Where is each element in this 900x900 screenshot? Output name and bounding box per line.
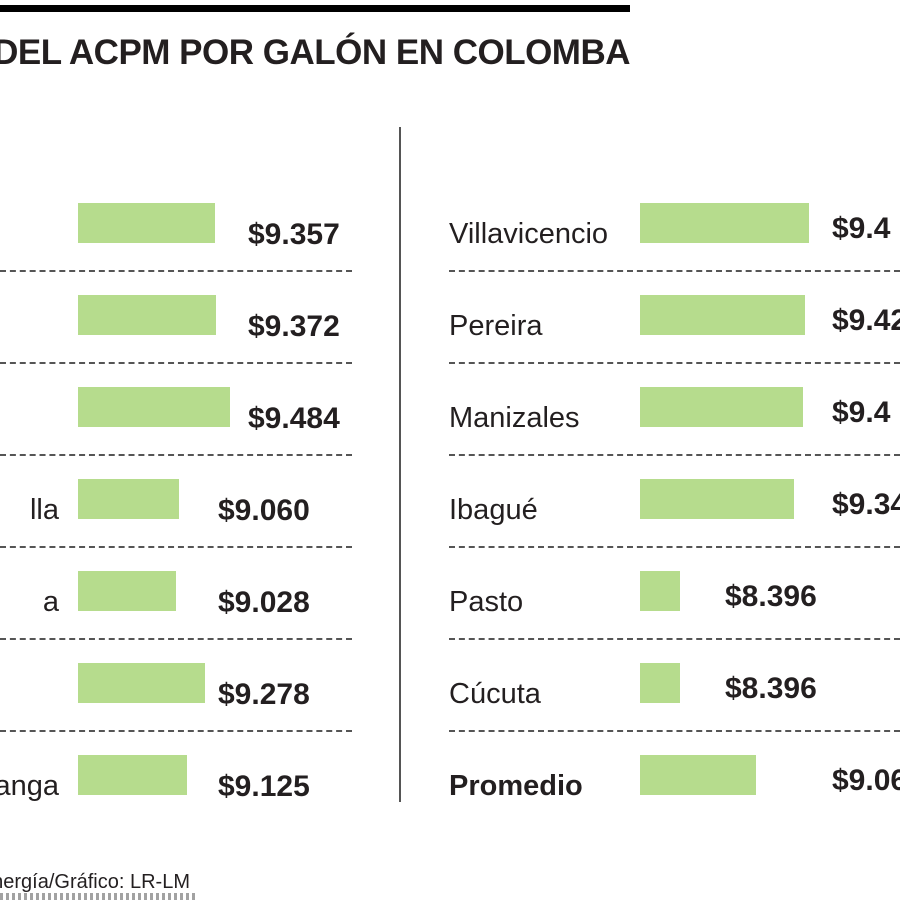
top-rule <box>0 5 630 12</box>
category-label: Villavicencio <box>449 218 609 250</box>
value-label: $9.028 <box>218 586 310 619</box>
bar-right-2 <box>640 387 803 427</box>
value-label: $9.278 <box>218 678 310 711</box>
bar-left-0 <box>78 203 215 243</box>
category-label: a <box>42 586 59 618</box>
category-label: lla <box>29 494 59 526</box>
value-label: $9.125 <box>218 770 310 803</box>
value-label: $9.42 <box>832 304 900 337</box>
value-label: $9.484 <box>248 402 340 435</box>
chart-title: PRECIOS DEL ACPM POR GALÓN EN COLOMBA <box>0 33 630 72</box>
bar-left-4 <box>78 571 176 611</box>
row-separator <box>0 270 352 272</box>
source-note: Fuente: Ministerio de Minas y Energía/Gr… <box>0 871 190 893</box>
category-label: Ibagué <box>449 494 538 526</box>
bar-left-6 <box>78 755 187 795</box>
row-separator <box>449 546 900 548</box>
row-separator <box>0 454 352 456</box>
bar-right-3 <box>640 479 794 519</box>
bar-right-5 <box>640 663 680 703</box>
category-label: anga <box>0 770 59 802</box>
value-label: $9.4 <box>832 396 891 429</box>
row-separator <box>449 362 900 364</box>
source-note-overflow <box>0 893 195 900</box>
value-label: $8.396 <box>725 580 817 613</box>
row-separator <box>0 546 352 548</box>
bar-right-0 <box>640 203 809 243</box>
row-separator <box>449 638 900 640</box>
value-label: $9.060 <box>218 494 310 527</box>
row-separator <box>449 730 900 732</box>
row-separator <box>0 638 352 640</box>
category-label: Pasto <box>449 586 524 618</box>
row-separator <box>449 270 900 272</box>
bar-left-2 <box>78 387 230 427</box>
row-separator <box>0 730 352 732</box>
bar-left-1 <box>78 295 216 335</box>
category-label: Cúcuta <box>449 678 541 710</box>
value-label: $9.06 <box>832 764 900 797</box>
bar-right-6 <box>640 755 756 795</box>
value-label: $9.372 <box>248 310 340 343</box>
category-label: Pereira <box>449 310 543 342</box>
bar-left-5 <box>78 663 205 703</box>
value-label: $8.396 <box>725 672 817 705</box>
bar-right-4 <box>640 571 680 611</box>
row-separator <box>0 362 352 364</box>
bar-right-1 <box>640 295 805 335</box>
row-separator <box>449 454 900 456</box>
value-label: $9.4 <box>832 212 891 245</box>
value-label: $9.357 <box>248 218 340 251</box>
category-label: Promedio <box>449 770 583 802</box>
bar-left-3 <box>78 479 179 519</box>
category-label: Manizales <box>449 402 580 434</box>
panel-divider <box>399 127 401 802</box>
value-label: $9.34 <box>832 488 900 521</box>
